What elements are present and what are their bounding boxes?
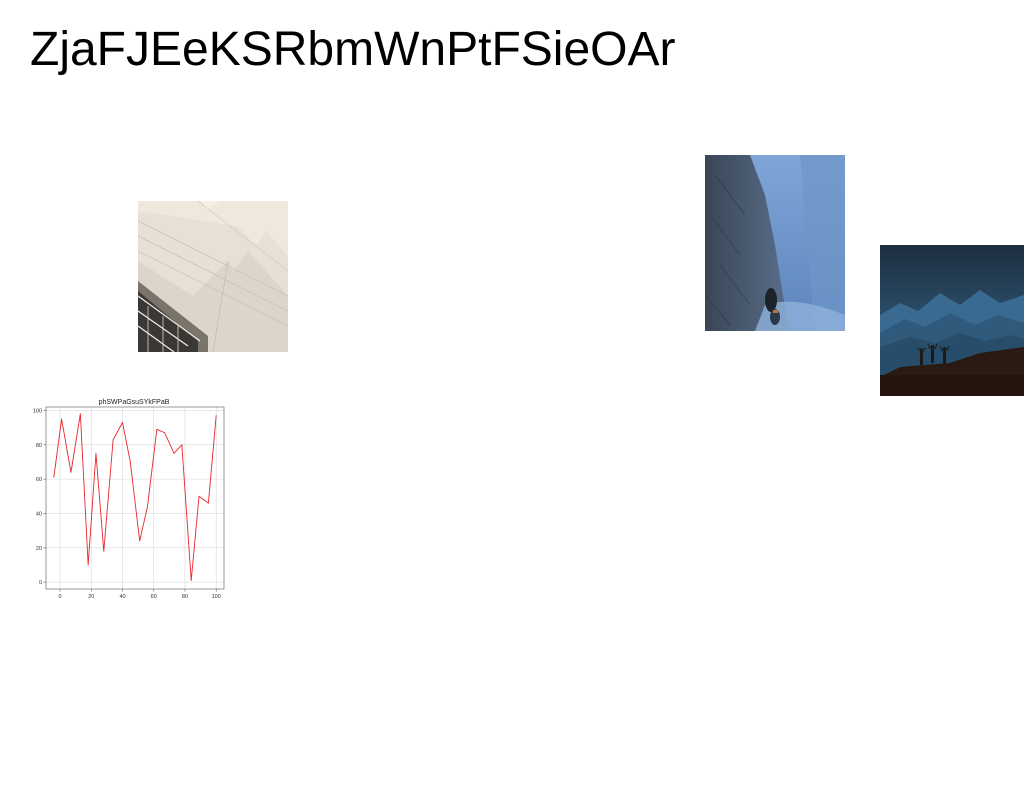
chart-data-point	[112, 439, 114, 441]
chart-y-tick-label: 40	[36, 511, 42, 517]
line-chart: phSWPaGsuSYkFPaB 0 20 40 60 80 100 0 20 40 60 80 1…	[30, 394, 230, 606]
chart-data-point	[173, 452, 175, 454]
chart-data-point	[129, 461, 131, 463]
chart-data-point	[70, 471, 72, 473]
chart-data-point	[53, 476, 55, 478]
chart-y-tick-label: 100	[33, 408, 42, 414]
chart-data-point	[61, 418, 63, 420]
chart-series-group	[53, 413, 217, 581]
chart-data-point	[198, 495, 200, 497]
chart-x-tick-label: 40	[119, 594, 125, 600]
chart-x-tick-label: 100	[212, 594, 221, 600]
chart-data-point	[164, 432, 166, 434]
page-title: ZjaFJEeKSRbmWnPtFSieOAr	[30, 23, 676, 76]
chart-data-point	[147, 506, 148, 507]
architecture-photo	[138, 201, 288, 352]
chart-y-tick-label: 60	[36, 477, 42, 483]
canyon-photo	[705, 155, 845, 331]
chart-data-point	[79, 413, 81, 415]
chart-data-point	[103, 550, 105, 552]
chart-x-tick-label: 60	[151, 594, 157, 600]
chart-data-point	[156, 428, 158, 430]
chart-y-tick-label: 80	[36, 443, 42, 449]
chart-x-tick-label: 80	[182, 594, 188, 600]
chart-data-point	[87, 564, 89, 566]
chart-y-tick-label: 0	[39, 580, 42, 586]
chart-data-point	[215, 415, 217, 416]
chart-x-tick-label: 20	[88, 594, 94, 600]
chart-data-point	[95, 452, 97, 454]
chart-data-point	[207, 502, 209, 504]
chart-y-tick-label: 20	[36, 546, 42, 552]
chart-title: phSWPaGsuSYkFPaB	[99, 399, 170, 406]
chart-y-axis: 0 20 40 60 80 100	[33, 408, 46, 586]
chart-data-point	[139, 540, 141, 542]
chart-grid	[46, 407, 224, 589]
chart-series-line	[53, 413, 217, 581]
chart-data-point	[122, 422, 123, 423]
chart-x-axis: 0 20 40 60 80 100	[59, 589, 221, 600]
chart-data-point	[181, 444, 183, 446]
chart-plot-frame	[45, 406, 225, 590]
chart-data-point	[190, 580, 192, 581]
mountains-photo	[880, 245, 1024, 396]
chart-x-tick-label: 0	[59, 594, 62, 600]
